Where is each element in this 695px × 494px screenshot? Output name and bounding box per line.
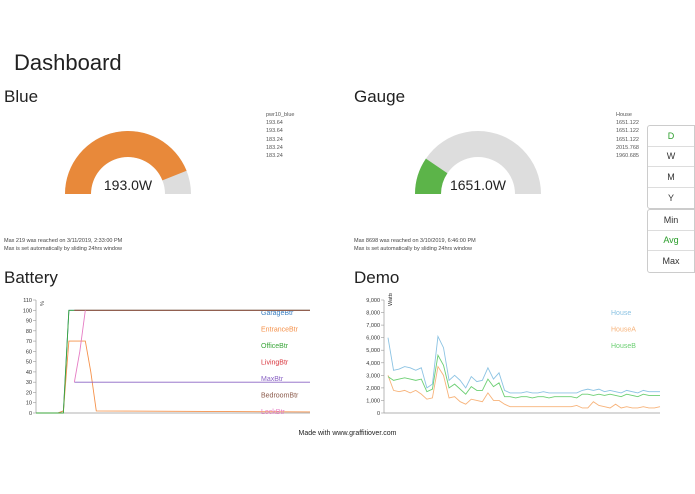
period-button-y[interactable]: Y (667, 192, 674, 203)
list-item: 183.24 (266, 136, 283, 143)
agg-button-avg[interactable]: Avg (648, 231, 694, 251)
list-item: 1651.122 (616, 136, 639, 143)
demo-chart: 0 1,000 2,000 3,000 4,000 5,000 6,000 7,000 8,00… (366, 293, 661, 417)
series-line-houseb (387, 353, 660, 399)
y-tick-label: 20 (26, 390, 32, 396)
y-tick-label: 0 (377, 411, 380, 417)
y-tick-label: 6,000 (366, 336, 380, 342)
list-item: 183.24 (266, 144, 283, 151)
y-tick-label: 90 (26, 319, 32, 325)
y-tick-label: 10 (26, 401, 32, 407)
list-item: 193.64 (266, 128, 283, 135)
aggregation-button-group: Min Avg Max (647, 209, 695, 273)
list-item: 193.64 (266, 120, 283, 127)
legend-entrancebtr[interactable]: EntranceBtr (261, 327, 299, 334)
blue-gauge-value: 193.0W (103, 177, 153, 193)
y-tick-label: 80 (26, 329, 32, 335)
y-tick-label: 70 (26, 339, 32, 345)
list-item: House (616, 112, 632, 118)
y-tick-label: 30 (26, 380, 32, 386)
y-tick-label: 8,000 (366, 311, 380, 317)
legend-garagebtr[interactable]: GarageBtr (261, 310, 294, 317)
legend-house[interactable]: House (611, 310, 631, 317)
legend-houseb[interactable]: HouseB (611, 343, 636, 350)
y-axis-label: % (40, 301, 46, 306)
blue-gauge-fill (65, 131, 187, 194)
list-item: 1651.122 (616, 120, 639, 127)
list-item: Max is set automatically by sliding 24hr… (4, 245, 122, 252)
period-button-w[interactable]: W (648, 147, 694, 167)
y-tick-label: 110 (23, 298, 32, 304)
y-tick-label: 5,000 (366, 348, 380, 354)
agg-button-min[interactable]: Min (648, 210, 694, 231)
agg-button-max[interactable]: Max (662, 256, 680, 267)
legend-bedroombtr[interactable]: BedroomBtr (261, 393, 299, 400)
legend-maxbtr[interactable]: MaxBtr (261, 376, 284, 383)
battery-chart: 0 10 20 30 40 50 60 70 80 90 100 110 % GarageBtr Entra… (23, 298, 311, 417)
gauge-value-list: House 1651.122 1651.122 1651.122 2015.768 196… (616, 111, 639, 160)
blue-panel-title: Blue (4, 87, 39, 106)
list-item: Max 219 was reached on 3/11/2019, 2:33:0… (4, 238, 123, 244)
house-gauge-fill (415, 158, 448, 194)
list-item: 2015.768 (616, 144, 639, 151)
series-line-lockbtr (73, 310, 86, 383)
demo-panel-title: Demo (354, 268, 400, 287)
period-button-d[interactable]: D (648, 126, 694, 147)
legend-officebtr[interactable]: OfficeBtr (261, 343, 289, 350)
gauge-panel-title: Gauge (354, 87, 406, 106)
y-tick-label: 4,000 (366, 361, 380, 367)
blue-max-note: Max 219 was reached on 3/11/2019, 2:33:0… (4, 238, 122, 253)
house-gauge-track (415, 131, 541, 194)
y-tick-label: 1,000 (366, 398, 380, 404)
period-button-m[interactable]: M (648, 167, 694, 188)
list-item: 1651.122 (616, 128, 639, 135)
list-item: 1960.685 (616, 153, 639, 160)
battery-panel-title: Battery (4, 268, 58, 287)
y-tick-label: 9,000 (366, 298, 380, 304)
y-tick-label: 2,000 (366, 386, 380, 392)
series-line-house (387, 334, 660, 394)
list-item: 183.24 (266, 153, 283, 160)
blue-value-list: pwr10_blue 193.64 193.64 183.24 183.24 183.24 (266, 111, 294, 160)
legend-lockbtr[interactable]: LockBtr (261, 409, 285, 416)
y-tick-label: 7,000 (366, 323, 380, 329)
house-gauge-value: 1651.0W (449, 177, 507, 193)
footer-credit: Made with www.graffitiover.com (298, 430, 397, 437)
y-tick-label: 40 (26, 370, 32, 376)
series-line-housea (387, 365, 661, 409)
legend-livingbtr[interactable]: LivingBtr (261, 360, 289, 367)
blue-gauge (65, 131, 191, 194)
y-tick-label: 60 (26, 349, 32, 355)
list-item: Max is set automatically by sliding 24hr… (354, 245, 472, 252)
page-title: Dashboard (14, 50, 122, 75)
gauge-max-note: Max 8698 was reached on 3/10/2019, 6:46:… (354, 238, 476, 253)
y-tick-label: 3,000 (366, 373, 380, 379)
legend-housea[interactable]: HouseA (611, 327, 636, 334)
list-item: pwr10_blue (266, 112, 295, 118)
y-tick-label: 50 (26, 360, 32, 366)
list-item: Max 8698 was reached on 3/10/2019, 6:46:… (354, 238, 476, 244)
y-axis-label: Watts (388, 293, 394, 306)
y-tick-label: 0 (29, 411, 32, 417)
house-gauge (415, 131, 541, 194)
y-tick-label: 100 (23, 308, 32, 314)
